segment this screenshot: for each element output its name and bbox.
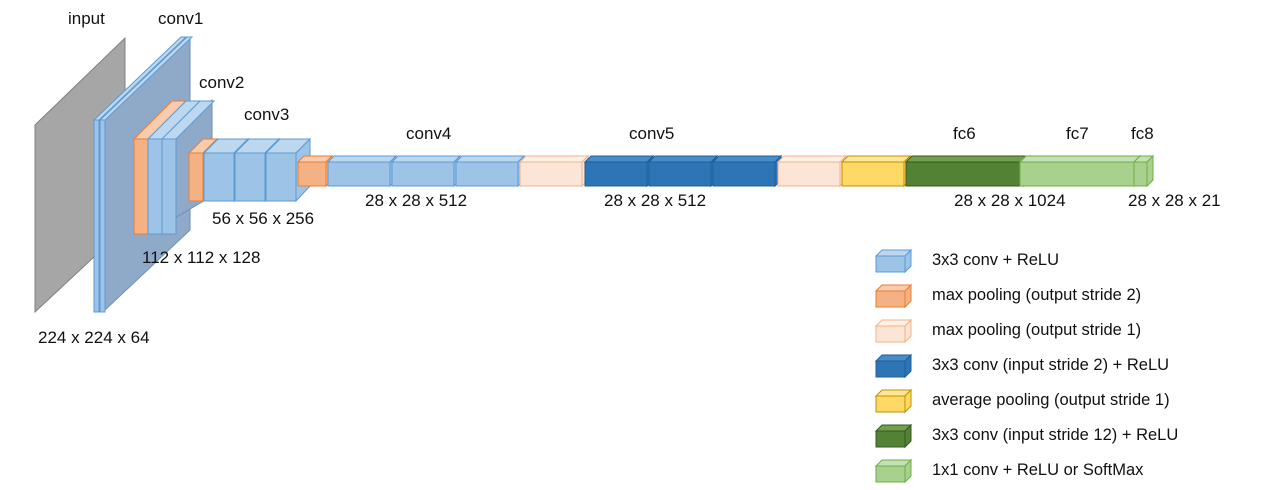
conv5-layer-1-front xyxy=(584,161,648,187)
legend-label-conv-relu: 3x3 conv + ReLU xyxy=(932,251,1059,269)
conv5-pool-top xyxy=(518,155,590,163)
conv3-label: conv3 xyxy=(244,105,289,124)
fc6-block xyxy=(776,154,1032,188)
legend-swatch-avgpool xyxy=(875,395,906,413)
conv1-sheet-2-side xyxy=(99,119,106,313)
conv4-block xyxy=(296,154,526,188)
legend-swatch-1x1-conv xyxy=(875,465,906,483)
legend-label-avgpool: average pooling (output stride 1) xyxy=(932,391,1170,409)
conv2-pool-front xyxy=(133,138,149,235)
conv1-sheet-1-side xyxy=(93,119,100,313)
conv5-layer-3-top xyxy=(711,155,783,163)
conv5-layer-2-front xyxy=(648,161,712,187)
dim-label-28-conv5: 28 x 28 x 512 xyxy=(604,191,706,210)
conv3-block xyxy=(187,137,312,203)
dim-label-28-fc8: 28 x 28 x 21 xyxy=(1128,191,1221,210)
conv4-layer-2-front xyxy=(391,161,455,187)
legend-item-avgpool: average pooling (output stride 1) xyxy=(874,388,1170,414)
conv2-label: conv2 xyxy=(199,73,244,92)
conv4-layer-1-top xyxy=(326,155,398,163)
legend-swatch-conv-stride12 xyxy=(875,430,906,448)
legend-swatch-maxpool-stride2 xyxy=(875,290,906,308)
legend-item-maxpool-stride1: max pooling (output stride 1) xyxy=(874,318,1141,344)
dim-label-112: 112 x 112 x 128 xyxy=(142,248,260,267)
conv4-layer-1-front xyxy=(327,161,391,187)
conv3-layer-2-front xyxy=(234,152,266,202)
conv4-pool-front xyxy=(297,161,327,187)
legend-item-conv-stride12: 3x3 conv (input stride 12) + ReLU xyxy=(874,423,1178,449)
legend-label-1x1-conv: 1x1 conv + ReLU or SoftMax xyxy=(932,461,1144,479)
legend-label-maxpool-stride2: max pooling (output stride 2) xyxy=(932,286,1141,304)
dim-label-56: 56 x 56 x 256 xyxy=(212,209,314,228)
conv3-layer-1-front xyxy=(203,152,235,202)
fc7-layer-top xyxy=(1018,155,1142,163)
conv5-block xyxy=(518,154,783,188)
fc7-label: fc7 xyxy=(1066,124,1089,143)
fc6-avgpool-top xyxy=(840,155,912,163)
legend-item-1x1-conv: 1x1 conv + ReLU or SoftMax xyxy=(874,458,1144,484)
fc7-layer-front xyxy=(1019,161,1135,187)
fc8-block xyxy=(1132,154,1155,188)
fc6-conv-front xyxy=(905,161,1025,187)
legend-swatch-conv-relu xyxy=(875,255,906,273)
dim-label-224: 224 x 224 x 64 xyxy=(38,328,150,347)
conv2-sheet-2-front xyxy=(161,138,177,235)
fc6-label: fc6 xyxy=(953,124,976,143)
fc7-block xyxy=(1018,154,1142,188)
legend-swatch-maxpool-stride1 xyxy=(875,325,906,343)
conv5-pool-front xyxy=(519,161,583,187)
legend-label-maxpool-stride1: max pooling (output stride 1) xyxy=(932,321,1141,339)
conv5-layer-2-top xyxy=(647,155,719,163)
legend-item-conv-relu: 3x3 conv + ReLU xyxy=(874,248,1059,274)
conv5-label: conv5 xyxy=(629,124,674,143)
legend-swatch-dilated-conv xyxy=(875,360,906,378)
fc8-layer-side xyxy=(1146,154,1154,188)
conv4-label: conv4 xyxy=(406,124,451,143)
conv4-layer-3-front xyxy=(455,161,519,187)
legend-label-dilated-conv: 3x3 conv (input stride 2) + ReLU xyxy=(932,356,1169,374)
conv2-sheet-1-front xyxy=(147,138,163,235)
legend: 3x3 conv + ReLU max pooling (output stri… xyxy=(874,248,1178,484)
fc6-pool-top xyxy=(776,155,848,163)
conv5-layer-3-front xyxy=(712,161,776,187)
conv4-layer-2-top xyxy=(390,155,462,163)
fc8-label: fc8 xyxy=(1131,124,1154,143)
dim-label-28-fc6: 28 x 28 x 1024 xyxy=(954,191,1066,210)
fc6-pool-front xyxy=(777,161,841,187)
conv5-layer-1-top xyxy=(583,155,655,163)
fc6-avgpool-front xyxy=(841,161,905,187)
conv1-block xyxy=(92,36,194,313)
legend-item-maxpool-stride2: max pooling (output stride 2) xyxy=(874,283,1141,309)
conv3-pool-front xyxy=(188,152,204,202)
legend-label-conv-stride12: 3x3 conv (input stride 12) + ReLU xyxy=(932,426,1178,444)
fc6-conv-top xyxy=(904,155,1032,163)
fc8-layer-front xyxy=(1133,161,1148,187)
input-label: input xyxy=(68,9,105,28)
conv3-layer-3-front xyxy=(265,152,297,202)
dim-label-28-conv4: 28 x 28 x 512 xyxy=(365,191,467,210)
conv1-label: conv1 xyxy=(158,9,203,28)
conv4-layer-3-top xyxy=(454,155,526,163)
legend-item-dilated-conv: 3x3 conv (input stride 2) + ReLU xyxy=(874,353,1169,379)
